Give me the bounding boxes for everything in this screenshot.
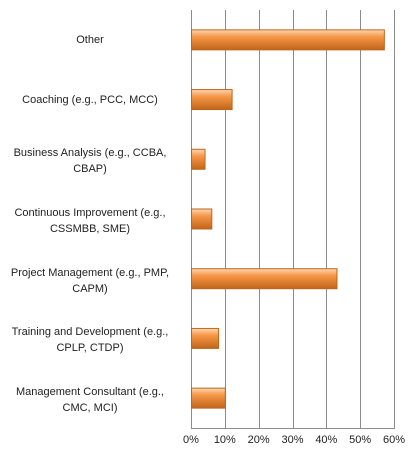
category-label: Management Consultant (e.g., CMC, MCI) (0, 384, 180, 416)
category-label-line: CAPM) (72, 282, 108, 295)
category-label: Other (0, 32, 180, 48)
category-label-line: CSSMBB, SME) (49, 223, 131, 235)
category-label-line: CBAP) (73, 163, 107, 176)
category-label-line: Coaching (e.g., PCC, MCC) (22, 93, 158, 106)
category-label: Coaching (e.g., PCC, MCC) (0, 92, 180, 108)
bar (191, 387, 226, 409)
bar (191, 148, 206, 170)
x-tick-label: 60% (382, 434, 406, 446)
category-label-line: Training and Development (e.g., (11, 326, 169, 339)
category-label: Continuous Improvement (e.g., CSSMBB, SME… (0, 205, 180, 237)
x-tick-label: 30% (281, 434, 304, 446)
x-tick-label: 40% (315, 434, 338, 446)
bar (191, 268, 338, 290)
bar (191, 327, 220, 349)
category-label-line: CMC, MCI) (62, 402, 118, 415)
category-label-line: Continuous Improvement (e.g., (14, 207, 166, 219)
category-label-line: Management Consultant (e.g., (16, 386, 164, 399)
bar (191, 208, 213, 230)
bars (191, 29, 385, 409)
bar (191, 29, 385, 51)
category-label-line: Other (76, 33, 104, 46)
x-tick-label: 20% (247, 434, 270, 446)
gridlines (191, 10, 395, 429)
x-tick-label: 10% (213, 434, 236, 446)
x-tick-label: 50% (349, 434, 372, 446)
x-tick-label: 0% (183, 434, 199, 446)
category-label: Training and Development (e.g., CPLP, CTD… (0, 324, 180, 356)
category-label-line: Business Analysis (e.g., CCBA, (13, 147, 167, 160)
category-label-line: CPLP, CTDP) (56, 342, 124, 355)
category-label-line: Project Management (e.g., PMP, (10, 266, 170, 279)
category-label: Project Management (e.g., PMP, CAPM) (0, 265, 180, 297)
bar (191, 89, 233, 111)
category-label: Business Analysis (e.g., CCBA, CBAP) (0, 145, 180, 177)
